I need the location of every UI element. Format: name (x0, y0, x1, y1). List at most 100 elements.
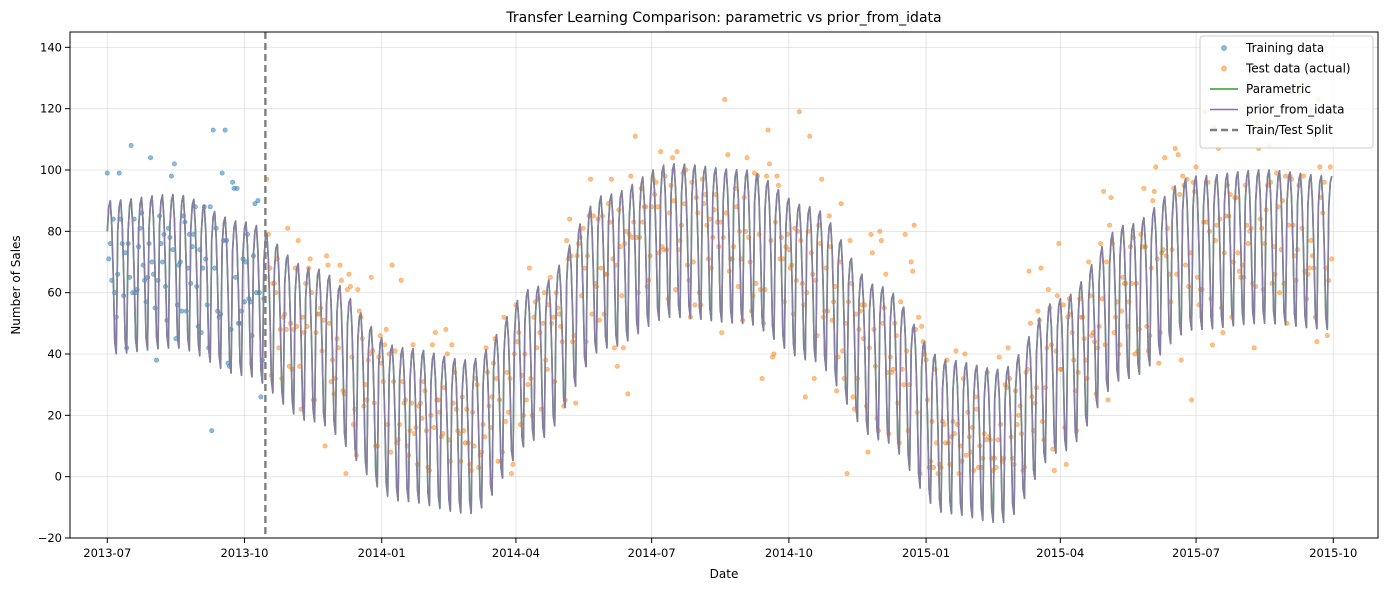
test-point (325, 262, 331, 268)
test-point (567, 216, 573, 222)
test-point (919, 323, 925, 329)
y-tick-label: −20 (38, 531, 62, 545)
test-point (1183, 262, 1189, 268)
data-layer (104, 32, 1335, 538)
test-point (1026, 268, 1032, 274)
test-point (869, 250, 875, 256)
test-point (1175, 152, 1181, 158)
test-point (628, 173, 634, 179)
training-point (210, 127, 216, 133)
test-point (501, 314, 507, 320)
legend: Training data Test data (actual) Parametri… (1199, 35, 1374, 149)
test-point (355, 287, 361, 293)
test-point (1277, 290, 1283, 296)
test-point (850, 394, 856, 400)
test-point (347, 284, 353, 290)
test-point (1180, 173, 1186, 179)
test-point (596, 317, 602, 323)
test-point (285, 225, 291, 231)
test-point (1051, 468, 1057, 474)
test-point (878, 238, 884, 244)
test-point (766, 161, 772, 167)
test-point (725, 152, 731, 158)
test-point (1016, 412, 1022, 418)
test-point (382, 342, 388, 348)
x-tick-label: 2014-01 (358, 546, 406, 560)
test-point (383, 326, 389, 332)
test-point (910, 268, 916, 274)
test-point (523, 397, 529, 403)
training-point (207, 204, 213, 210)
test-point (1027, 320, 1033, 326)
test-point (819, 176, 825, 182)
y-tick-label: 100 (40, 163, 62, 177)
test-point (673, 287, 679, 293)
test-point (1235, 250, 1241, 256)
test-point (902, 231, 908, 237)
training-point (104, 170, 110, 176)
test-point (392, 348, 398, 354)
y-axis-label: Number of Sales (9, 235, 23, 334)
training-point (128, 142, 134, 148)
test-point (719, 330, 725, 336)
test-point (908, 259, 914, 265)
test-point (1005, 345, 1011, 351)
training-point (170, 247, 176, 253)
test-point (1150, 198, 1156, 204)
test-point (811, 376, 817, 382)
test-point (1153, 164, 1159, 170)
training-point (149, 259, 155, 265)
training-point (255, 198, 261, 204)
test-point (838, 201, 844, 207)
test-point (343, 471, 349, 477)
test-point (547, 274, 553, 280)
test-point (1101, 188, 1107, 194)
test-point (847, 238, 853, 244)
training-point (168, 173, 174, 179)
y-tick-label: 60 (47, 286, 62, 300)
test-point (508, 471, 514, 477)
training-point (171, 161, 177, 167)
test-point (1209, 342, 1215, 348)
training-point (233, 274, 239, 280)
test-point (1283, 173, 1289, 179)
y-tick-label: 20 (47, 408, 62, 422)
training-point (148, 155, 154, 161)
test-point (1177, 192, 1183, 198)
test-point (377, 333, 383, 339)
x-tick-label: 2013-10 (220, 546, 268, 560)
test-point (774, 173, 780, 179)
x-tick-label: 2015-07 (1172, 546, 1220, 560)
test-point (807, 133, 813, 139)
test-point (295, 238, 301, 244)
test-point (338, 277, 344, 283)
test-point (1220, 330, 1226, 336)
x-axis-label: Date (710, 567, 739, 581)
test-point (625, 391, 631, 397)
test-point (963, 452, 969, 458)
test-point (344, 287, 350, 293)
test-point (868, 231, 874, 237)
test-point (443, 326, 449, 332)
test-point (1035, 308, 1041, 314)
x-tick-label: 2015-10 (1309, 546, 1357, 560)
test-point (429, 342, 435, 348)
y-tick-label: 0 (55, 470, 62, 484)
training-point (230, 179, 236, 185)
test-point (588, 176, 594, 182)
test-point (541, 290, 547, 296)
test-point (564, 238, 570, 244)
training-point (209, 428, 215, 434)
test-point (1300, 173, 1306, 179)
test-point (1151, 188, 1157, 194)
test-point (337, 262, 343, 268)
prior-from-idata-line (106, 163, 1333, 524)
test-point (1308, 238, 1314, 244)
test-point (410, 342, 416, 348)
training-point (222, 127, 228, 133)
test-point (368, 274, 374, 280)
test-point (540, 320, 546, 326)
test-point (765, 127, 771, 133)
test-point (356, 308, 362, 314)
test-point (877, 228, 883, 234)
